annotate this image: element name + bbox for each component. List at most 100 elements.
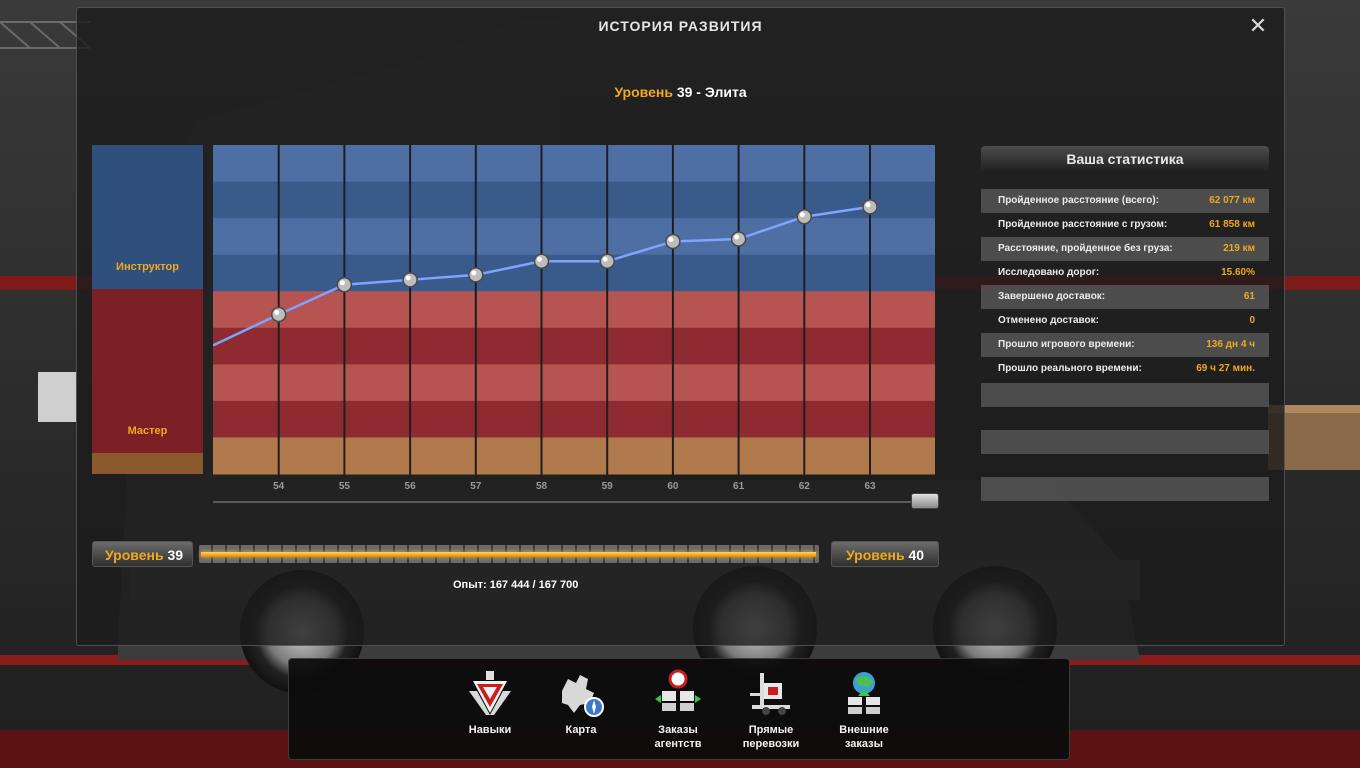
rank-label-instructor: Инструктор [116, 261, 179, 273]
rank-band-instructor [92, 145, 203, 289]
stat-row: Прошло игрового времени: 136 дн 4 ч [981, 333, 1269, 357]
xp-progress-fill [201, 552, 817, 557]
chart-scrollbar-thumb[interactable] [911, 493, 939, 509]
map-icon [562, 675, 604, 717]
menu-label: Внешние заказы [839, 724, 889, 750]
chart-x-ticks: 54 55 56 57 58 59 60 61 62 63 [273, 481, 876, 492]
stat-row: Расстояние, пройденное без груза: 219 км [981, 237, 1269, 261]
rank-label-master: Мастер [127, 425, 168, 437]
progress-history-dialog: ИСТОРИЯ РАЗВИТИЯ ✕ Уровень 39 - Элита Ин… [76, 7, 1285, 646]
menu-item-direct-freight[interactable]: Прямые перевозки [731, 669, 811, 751]
chart-point [599, 253, 615, 270]
menu-item-skills[interactable]: Навыки [450, 669, 530, 737]
rank-band-master [92, 289, 203, 453]
level-title-label: Уровень [614, 84, 673, 100]
chart-x-tick-label: 63 [864, 481, 876, 492]
stat-row: Исследовано дорог: 15.60% [981, 261, 1269, 285]
level-title-rank: - Элита [696, 84, 747, 100]
menu-item-agency-orders[interactable]: Заказы агентств [638, 669, 718, 751]
chart-points [270, 199, 878, 323]
chart-band [213, 400, 935, 438]
stat-label: Пройденное расстояние с грузом: [998, 219, 1168, 230]
chart-point-highlight [865, 202, 871, 208]
stat-label: Пройденное расстояние (всего): [998, 195, 1160, 206]
chart-band [213, 327, 935, 365]
chart-point-highlight [734, 234, 740, 240]
chart-point [270, 306, 287, 323]
chart-x-tick-label: 56 [405, 481, 417, 492]
bottom-menu: Навыки Карта Заказы агентств [288, 658, 1070, 760]
chart-band [213, 145, 935, 183]
stat-row: Прошло реального времени: 69 ч 27 мин. [981, 357, 1269, 381]
current-level-label: Уровень [105, 547, 164, 563]
rank-column: Инструктор Мастер [92, 145, 203, 474]
chart-scrollbar[interactable] [213, 501, 933, 503]
next-level-label: Уровень [846, 547, 905, 563]
chart-point-highlight [274, 309, 280, 315]
stat-value: 62 077 км [1209, 195, 1255, 206]
chart-x-tick-label: 54 [273, 481, 285, 492]
stat-value: 61 [1243, 291, 1255, 302]
next-level-plate: Уровень 40 [831, 541, 939, 567]
rank-band-next [92, 453, 203, 474]
close-button[interactable]: ✕ [1246, 14, 1270, 38]
menu-item-map[interactable]: Карта [541, 669, 621, 737]
menu-label: Карта [565, 724, 597, 736]
stat-value: 136 дн 4 ч [1206, 339, 1255, 350]
agency-orders-icon [655, 669, 701, 711]
chart-point-highlight [339, 280, 345, 286]
chart-point [468, 267, 484, 283]
forklift-icon [750, 673, 790, 715]
stat-label: Завершено доставок: [998, 291, 1106, 302]
next-level-number: 40 [908, 547, 925, 563]
chart-point-highlight [405, 275, 411, 281]
menu-label: Навыки [468, 724, 512, 736]
menu-label: Заказы агентств [654, 724, 702, 750]
chart-point [862, 199, 878, 215]
chart-x-tick-label: 55 [339, 481, 351, 492]
stat-label: Прошло реального времени: [998, 363, 1142, 374]
skills-icon [469, 671, 511, 715]
dialog-title: ИСТОРИЯ РАЗВИТИЯ [598, 18, 763, 34]
chart-x-tick-label: 58 [536, 481, 548, 492]
chart-point [665, 233, 681, 250]
stat-row-empty [981, 477, 1269, 501]
stat-row-empty [981, 383, 1269, 407]
statistics-list: Пройденное расстояние (всего): 62 077 км… [981, 189, 1269, 501]
chart-x-tick-label: 61 [733, 481, 745, 492]
chart-point-highlight [668, 236, 674, 242]
stat-row: Пройденное расстояние с грузом: 61 858 к… [981, 213, 1269, 237]
chart-point [336, 277, 353, 293]
statistics-header: Ваша статистика [981, 146, 1269, 173]
chart-grid [277, 145, 871, 478]
external-orders-icon [848, 672, 880, 714]
chart-point-highlight [799, 212, 805, 218]
level-title: Уровень 39 - Элита [77, 84, 1284, 100]
chart-x-tick-label: 59 [602, 481, 614, 492]
current-level-number: 39 [167, 547, 184, 563]
close-icon: ✕ [1248, 13, 1268, 38]
chart-point-highlight [602, 256, 608, 262]
chart-point-highlight [471, 270, 477, 276]
chart-point [796, 208, 813, 225]
stat-row-empty [981, 430, 1269, 454]
stat-value: 61 858 км [1209, 219, 1255, 230]
level-history-chart: 54 55 56 57 58 59 60 61 62 63 [213, 145, 935, 492]
stat-row: Пройденное расстояние (всего): 62 077 км [981, 189, 1269, 213]
chart-point [402, 272, 418, 288]
menu-label: Прямые перевозки [742, 724, 800, 750]
stat-value: 15.60% [1221, 267, 1255, 278]
chart-band [213, 181, 935, 219]
chart-x-tick-label: 60 [667, 481, 679, 492]
chart-band [213, 437, 935, 475]
menu-item-external-orders[interactable]: Внешние заказы [824, 669, 904, 751]
current-level-plate: Уровень 39 [92, 541, 193, 567]
statistics-panel: Ваша статистика Пройденное расстояние (в… [981, 146, 1269, 501]
chart-bands [213, 145, 935, 475]
chart-point [533, 253, 550, 270]
chart-point [730, 231, 747, 247]
chart-band [213, 291, 935, 329]
chart-band [213, 218, 935, 256]
stat-row: Завершено доставок: 61 [981, 285, 1269, 309]
chart-point-highlight [537, 256, 542, 262]
